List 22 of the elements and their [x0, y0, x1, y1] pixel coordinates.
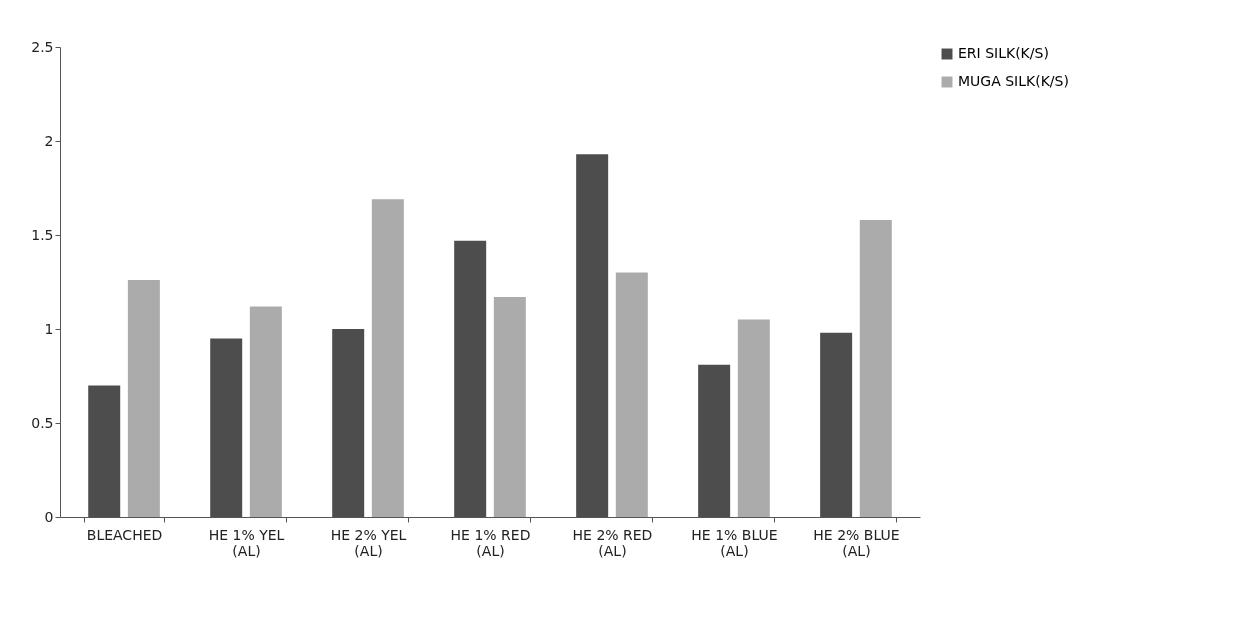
y-tick-label: 0 — [44, 508, 54, 525]
bar — [371, 199, 404, 517]
y-tick-label: 2 — [44, 132, 54, 149]
y-tick-label: 2.5 — [31, 38, 54, 55]
x-tick-label: HE 2% YEL (AL) — [330, 526, 407, 559]
x-tick-label: BLEACHED — [86, 526, 163, 543]
x-tick-label: HE 2% RED (AL) — [572, 526, 653, 559]
y-tick-label: 0.5 — [31, 414, 54, 431]
y-tick-label: 1.5 — [31, 226, 54, 243]
x-tick-label: HE 1% BLUE (AL) — [691, 526, 778, 559]
x-tick-label: HE 1% YEL (AL) — [208, 526, 285, 559]
bar — [859, 219, 892, 517]
bar — [249, 306, 282, 517]
bar — [493, 297, 526, 517]
bar — [127, 280, 160, 517]
bar — [615, 272, 648, 517]
legend-label: ERI SILK(K/S) — [958, 45, 1049, 61]
y-tick-label: 1 — [44, 320, 54, 337]
x-tick-label: HE 1% RED (AL) — [450, 526, 531, 559]
legend-label: MUGA SILK(K/S) — [958, 73, 1069, 89]
bar — [737, 319, 770, 517]
x-tick-label: HE 2% BLUE (AL) — [813, 526, 900, 559]
